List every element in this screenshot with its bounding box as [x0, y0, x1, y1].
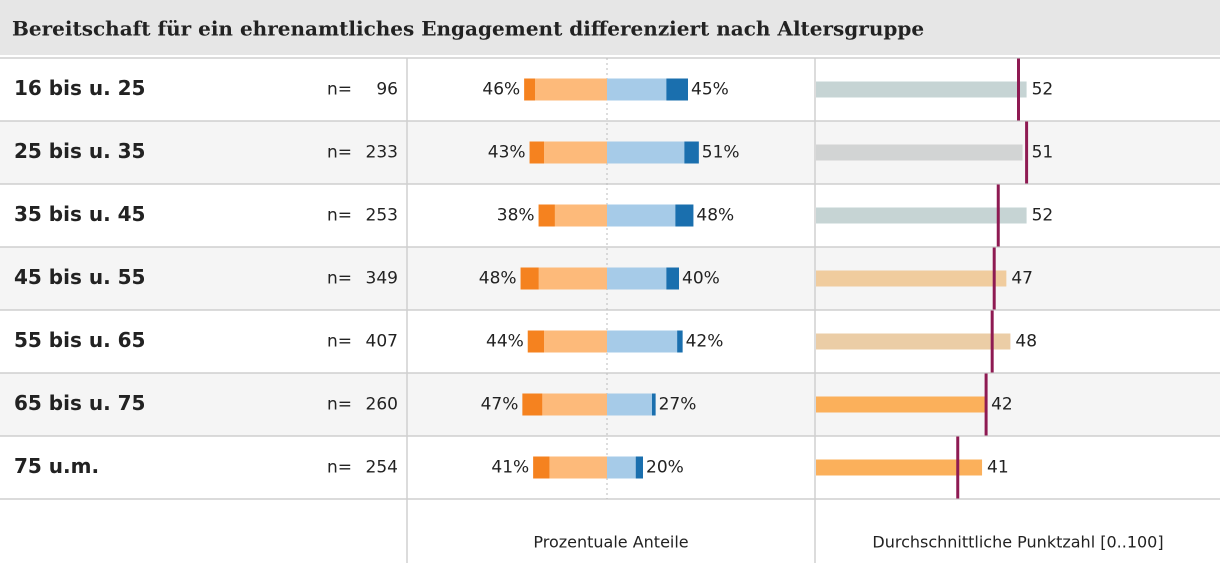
bar-left-strong: [538, 204, 555, 227]
bar-left: [529, 141, 607, 164]
value-label: 38%: [497, 206, 535, 226]
category-label: 65 bis u. 75: [14, 391, 145, 415]
n-prefix: n=: [327, 80, 352, 100]
chart-title: Bereitschaft für ein ehrenamtliches Enga…: [12, 17, 924, 41]
bar-left: [538, 204, 607, 227]
score-label: 52: [1032, 80, 1054, 100]
value-label: 48%: [479, 269, 517, 289]
score-bar: [816, 270, 1007, 287]
n-value: 407: [366, 332, 398, 352]
score-bar: [816, 144, 1023, 161]
bar-right: [607, 141, 699, 164]
category-label: 45 bis u. 55: [14, 265, 145, 289]
bar-right-strong: [675, 204, 694, 227]
bar-left-strong: [529, 141, 544, 164]
category-label: 16 bis u. 25: [14, 76, 145, 100]
n-prefix: n=: [327, 143, 352, 163]
n-prefix: n=: [327, 269, 352, 289]
bar-right: [607, 267, 679, 290]
n-prefix: n=: [327, 458, 352, 478]
bar-left-strong: [527, 330, 544, 353]
bar-right: [607, 393, 656, 416]
value-label: 41%: [491, 458, 529, 478]
bar-left: [522, 393, 607, 416]
score-bar: [816, 333, 1011, 350]
value-label: 44%: [486, 332, 524, 352]
bar-right-strong: [677, 330, 683, 353]
bar-right-strong: [666, 267, 679, 290]
bar-left: [524, 78, 607, 101]
bar-left-strong: [522, 393, 543, 416]
value-label: 27%: [659, 395, 697, 415]
bar-left-strong: [524, 78, 535, 101]
value-label: 47%: [481, 395, 519, 415]
bar-right: [607, 330, 683, 353]
n-prefix: n=: [327, 206, 352, 226]
score-label: 47: [1011, 269, 1033, 289]
bar-left: [527, 330, 607, 353]
n-prefix: n=: [327, 332, 352, 352]
score-label: 42: [991, 395, 1013, 415]
score-label: 48: [1015, 332, 1037, 352]
value-label: 45%: [691, 80, 729, 100]
score-bar: [816, 207, 1027, 224]
bar-left: [533, 456, 607, 479]
bar-right-strong: [666, 78, 688, 101]
score-label: 51: [1032, 143, 1054, 163]
value-label: 48%: [696, 206, 734, 226]
bar-right: [607, 456, 643, 479]
category-label: 55 bis u. 65: [14, 328, 145, 352]
axis-label: Prozentuale Anteile: [533, 533, 688, 552]
bar-right-strong: [684, 141, 699, 164]
bar-left: [520, 267, 607, 290]
n-value: 233: [366, 143, 398, 163]
n-value: 253: [366, 206, 398, 226]
n-value: 96: [376, 80, 398, 100]
n-prefix: n=: [327, 395, 352, 415]
bar-right: [607, 204, 694, 227]
score-bar: [816, 81, 1027, 98]
axis-label: Durchschnittliche Punktzahl [0..100]: [872, 533, 1163, 552]
value-label: 51%: [702, 143, 740, 163]
bar-right-strong: [635, 456, 643, 479]
value-label: 43%: [488, 143, 526, 163]
n-value: 254: [366, 458, 398, 478]
n-value: 349: [366, 269, 398, 289]
score-bar: [816, 459, 983, 476]
bar-left-strong: [533, 456, 550, 479]
value-label: 20%: [646, 458, 684, 478]
category-label: 35 bis u. 45: [14, 202, 145, 226]
value-label: 42%: [686, 332, 724, 352]
title-bar: [0, 0, 1220, 55]
category-label: 75 u.m.: [14, 454, 99, 478]
bar-left-strong: [520, 267, 539, 290]
value-label: 40%: [682, 269, 720, 289]
score-label: 52: [1032, 206, 1054, 226]
category-label: 25 bis u. 35: [14, 139, 145, 163]
n-value: 260: [366, 395, 398, 415]
score-bar: [816, 396, 987, 413]
value-label: 46%: [482, 80, 520, 100]
bar-right-strong: [652, 393, 656, 416]
score-label: 41: [987, 458, 1009, 478]
